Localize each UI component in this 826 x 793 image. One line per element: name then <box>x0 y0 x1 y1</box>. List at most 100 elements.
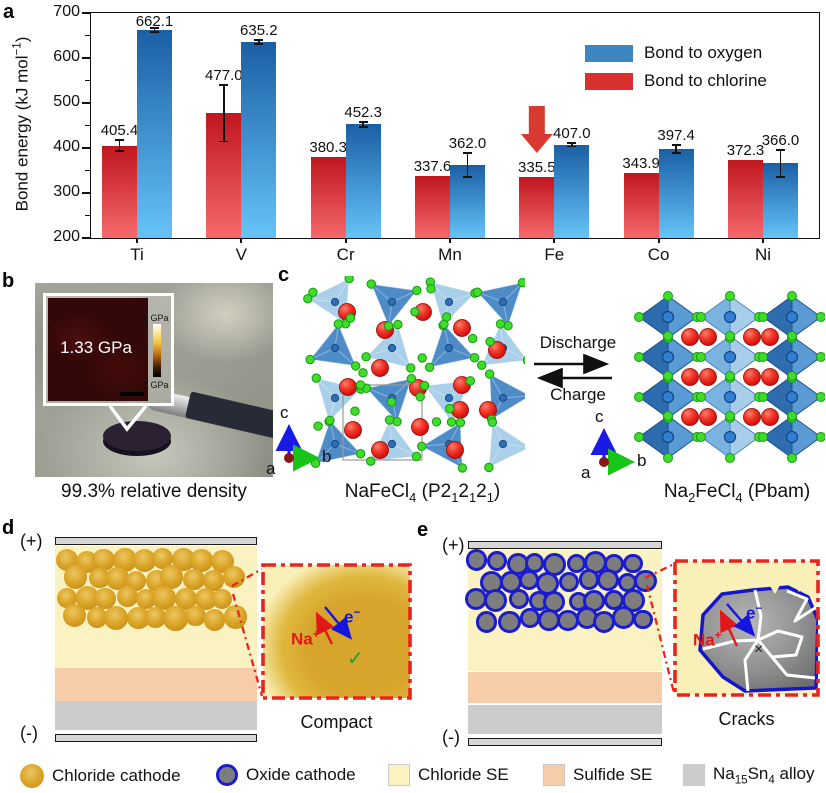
error-bar-cap <box>358 125 368 128</box>
chloride-se-swatch <box>388 764 410 786</box>
axis-a-label-right: a <box>581 463 591 482</box>
oxygen-legend-label: Bond to oxygen <box>644 43 763 62</box>
x-axis-tick <box>448 238 451 243</box>
value-label: 343.9 <box>622 155 660 173</box>
oxide-cathode-particle <box>498 610 521 634</box>
scale-min-label: 0 GPa <box>143 380 169 390</box>
y-axis-tick-label: 200 <box>53 228 80 245</box>
error-bar-cap <box>462 152 472 155</box>
panel-e-negative-terminal: (-) <box>442 727 460 747</box>
chloride-cathode-particle <box>163 606 188 631</box>
x-category-label: Fe <box>544 245 565 264</box>
value-label: 380.3 <box>309 138 347 156</box>
error-bar-cap <box>115 150 124 153</box>
chloride-cathode-particle <box>203 570 224 591</box>
value-label: 407.0 <box>553 125 591 143</box>
chloride-cathode-particle <box>117 586 138 607</box>
chloride-cathode-particle <box>76 586 100 610</box>
y-axis-tick <box>82 147 90 149</box>
value-label: 635.2 <box>240 22 278 40</box>
compact-particle <box>263 565 410 698</box>
error-bar <box>362 122 364 127</box>
chloride-cathode-particle <box>89 567 110 589</box>
chlorine-bar-Cr <box>310 156 346 238</box>
y-axis-tick <box>82 237 90 239</box>
alloy-layer <box>468 705 662 734</box>
sulfide-se-layer <box>55 668 257 701</box>
x-axis-tick <box>240 238 243 243</box>
x-axis-tick <box>344 238 347 243</box>
oxide-cathode-particle <box>623 553 643 574</box>
sulfide-se-swatch <box>543 764 565 786</box>
y-axis-label: Bond energy (kJ mol−1) <box>11 36 32 212</box>
legend-label: Oxide cathode <box>246 765 356 784</box>
chlorine-bar-Ti <box>102 145 137 238</box>
error-bar-cap <box>219 140 229 143</box>
value-label: 477.0 <box>205 67 243 84</box>
legend-item-chloride-se: Chloride SE <box>388 764 509 786</box>
legend-label: Chloride cathode <box>52 766 181 785</box>
error-bar-cap <box>115 138 124 141</box>
oxide-cathode-particle <box>475 611 498 633</box>
electron-label: e− <box>746 603 763 623</box>
legend-label: Na15Sn4 alloy <box>713 764 815 787</box>
electron-label: e− <box>344 607 361 627</box>
value-label: 372.3 <box>726 142 765 160</box>
x-category-label: Co <box>647 245 670 264</box>
chloride-cathode-particle <box>223 605 248 629</box>
y-axis-tick-label: 700 <box>53 3 80 20</box>
chloride-cathode-particle <box>222 565 245 588</box>
chloride-cathode-particle <box>106 567 129 590</box>
x-category-label: Ti <box>130 245 144 264</box>
chloride-cathode-particle <box>175 588 197 610</box>
y-axis-tick-label: 300 <box>53 183 80 200</box>
sodium-ion-label: Na+ <box>291 629 320 649</box>
cracked-particle-inset <box>675 561 818 695</box>
y-axis-minor-tick <box>85 34 90 37</box>
chloride-cathode-particle <box>195 587 217 610</box>
oxygen-bar-V <box>241 42 277 238</box>
electrode-bar <box>468 738 662 746</box>
y-axis-tick-label: 400 <box>53 138 80 155</box>
electrode-bar <box>468 541 662 549</box>
sulfide-se-layer <box>468 672 662 703</box>
oxygen-bar-Cr <box>345 124 381 238</box>
oxide-cathode-particle <box>484 589 508 613</box>
chlorine-bar-Co <box>623 173 659 238</box>
chloride-cathode-particle <box>185 605 206 627</box>
panel-e-label: e <box>417 519 429 541</box>
chlorine-bar-Mn <box>414 176 450 238</box>
chloride-cathode-particle <box>211 588 232 609</box>
nafecl4-structure <box>303 276 525 473</box>
oxide-cathode-swatch <box>216 764 238 786</box>
chloride-cathode-particle <box>126 606 150 630</box>
y-axis-tick-label: 500 <box>53 93 80 110</box>
chloride-cathode-particle <box>159 565 184 589</box>
chloride-cathode-particle <box>151 547 174 569</box>
sodium-ion-label: Na+ <box>693 630 722 650</box>
chloride-cathode-particle <box>104 606 129 631</box>
error-bar-cap <box>358 121 368 123</box>
nanoindentation-inset: 1.33 GPa 5 GPa 0 GPa <box>43 293 174 406</box>
error-bar-cap <box>219 84 229 86</box>
error-bar <box>570 143 573 147</box>
error-bar-cap <box>671 144 681 146</box>
chlorine-legend-label: Bond to chlorine <box>644 71 767 90</box>
y-axis-tick <box>82 57 90 59</box>
inset-pointer <box>108 404 148 432</box>
legend-label: Sulfide SE <box>573 765 653 784</box>
charge-label: Charge <box>550 385 606 404</box>
y-axis-tick <box>82 102 90 104</box>
error-bar-cap <box>567 142 577 144</box>
legend-item-oxide-cathode: Oxide cathode <box>216 764 356 786</box>
color-scale-strip <box>153 324 161 377</box>
y-axis-tick-label: 600 <box>53 48 80 65</box>
error-bar-cap <box>775 148 785 151</box>
chloride-cathode-particle <box>63 603 87 628</box>
nafecl4-caption: NaFeCl4 (P212121) <box>344 481 501 505</box>
y-axis-minor-tick <box>85 79 90 82</box>
error-bar <box>153 28 156 32</box>
chloride-cathode-particle <box>203 609 226 631</box>
y-axis-minor-tick <box>85 214 90 217</box>
